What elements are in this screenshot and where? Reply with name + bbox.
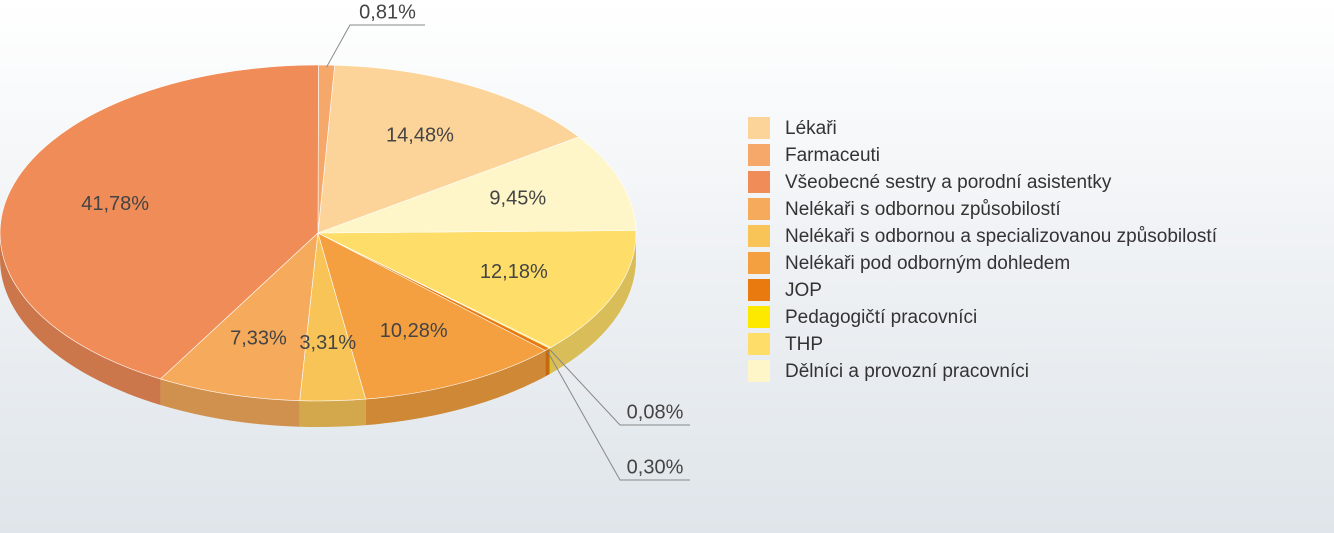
slice bbox=[317, 230, 637, 348]
legend-label: Pedagogičtí pracovníci bbox=[785, 307, 977, 328]
legend-swatch bbox=[748, 279, 770, 301]
slice-side bbox=[365, 350, 546, 426]
legend-swatch bbox=[748, 252, 770, 274]
data-label: 12,18% bbox=[480, 261, 548, 283]
legend-swatch bbox=[748, 198, 770, 220]
legend-swatch bbox=[748, 144, 770, 166]
leader-line bbox=[546, 351, 690, 481]
legend-label: Lékaři bbox=[785, 118, 837, 139]
slice-side bbox=[549, 347, 551, 375]
slice bbox=[317, 64, 580, 234]
legend-label: Farmaceuti bbox=[785, 145, 880, 166]
legend-label: Dělníci a provozní pracovníci bbox=[785, 361, 1029, 382]
legend-label: Nelékaři pod odborným dohledem bbox=[785, 253, 1070, 274]
data-label: 0,08% bbox=[627, 401, 684, 423]
slice-side bbox=[550, 233, 636, 374]
slice bbox=[0, 64, 319, 380]
leader-line bbox=[549, 349, 690, 426]
slice-side bbox=[299, 399, 366, 428]
legend-label: THP bbox=[785, 334, 823, 355]
slice bbox=[317, 136, 637, 234]
data-label: 7,33% bbox=[230, 328, 287, 350]
data-label: 41,78% bbox=[81, 193, 149, 215]
legend-label: Všeobecné sestry a porodní asistentky bbox=[785, 172, 1112, 193]
slice bbox=[317, 232, 546, 400]
legend-label: Nelékaři s odbornou způsobilostí bbox=[785, 199, 1061, 220]
data-label: 14,48% bbox=[386, 124, 454, 146]
slice-side bbox=[160, 378, 300, 427]
legend-swatch bbox=[748, 117, 770, 139]
data-label: 3,31% bbox=[299, 332, 356, 354]
legend-swatch bbox=[748, 306, 770, 328]
legend-label: JOP bbox=[785, 280, 822, 301]
legend-swatch bbox=[748, 360, 770, 382]
data-label: 0,30% bbox=[627, 456, 684, 478]
slice bbox=[159, 232, 319, 402]
legend-swatch bbox=[748, 225, 770, 247]
leader-line bbox=[326, 24, 425, 68]
legend-label: Nelékaři s odbornou a specializovanou zp… bbox=[785, 226, 1218, 247]
slice-side bbox=[0, 233, 161, 405]
data-label: 9,45% bbox=[489, 187, 546, 209]
legend-swatch bbox=[748, 171, 770, 193]
data-label: 10,28% bbox=[380, 320, 448, 342]
data-label: 0,81% bbox=[359, 1, 416, 23]
legend-swatch bbox=[748, 333, 770, 355]
slice-side bbox=[545, 348, 550, 377]
